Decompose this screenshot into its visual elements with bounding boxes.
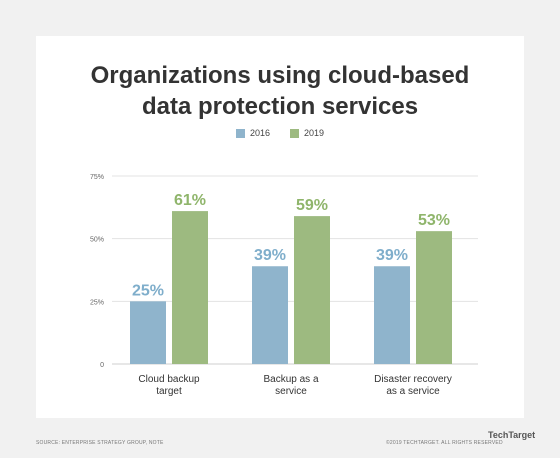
category-label: as a service (386, 386, 440, 397)
bar-2016 (374, 266, 410, 364)
legend-swatch-2019 (290, 128, 299, 138)
category-label: Cloud backup (138, 374, 200, 385)
chart-title: Organizations using cloud-based data pro… (36, 60, 524, 122)
data-label-2016: 25% (132, 282, 164, 299)
category-label: service (275, 386, 307, 397)
bar-2019 (416, 231, 452, 364)
chart-title-line-1: Organizations using cloud-based (90, 62, 470, 89)
legend-label-2016: 2016 (249, 128, 270, 138)
data-label-2019: 61% (174, 192, 206, 209)
bar-2019 (172, 211, 208, 364)
legend-item-2019: 2019 (290, 128, 324, 138)
data-label-2016: 39% (376, 247, 408, 264)
legend-label-2019: 2019 (304, 128, 325, 138)
source-note: SOURCE: ENTERPRISE STRATEGY GROUP, NOTE (36, 440, 164, 446)
data-label-2019: 59% (296, 197, 328, 214)
techtarget-logo: TechTarget (488, 430, 536, 440)
bar-2016 (252, 266, 288, 364)
category-label: Disaster recovery (374, 374, 452, 385)
chart-title-line-2: data protection services (141, 93, 419, 120)
y-tick-label: 75% (90, 174, 104, 181)
category-label: target (156, 386, 182, 397)
category-label: Backup as a (263, 374, 318, 385)
data-label-2019: 53% (418, 212, 450, 229)
data-label-2016: 39% (254, 247, 286, 264)
y-tick-label: 50% (90, 237, 104, 244)
legend-item-2016: 2016 (235, 128, 270, 138)
copyright-note: ©2019 TECHTARGET. ALL RIGHTS RESERVED (386, 440, 503, 446)
chart-legend: 2016 2019 (36, 128, 524, 138)
y-tick-label: 0 (100, 362, 104, 369)
y-tick-label: 25% (90, 299, 104, 306)
bar-2019 (294, 216, 330, 364)
legend-swatch-2016 (235, 128, 245, 138)
bar-2016 (130, 301, 166, 364)
